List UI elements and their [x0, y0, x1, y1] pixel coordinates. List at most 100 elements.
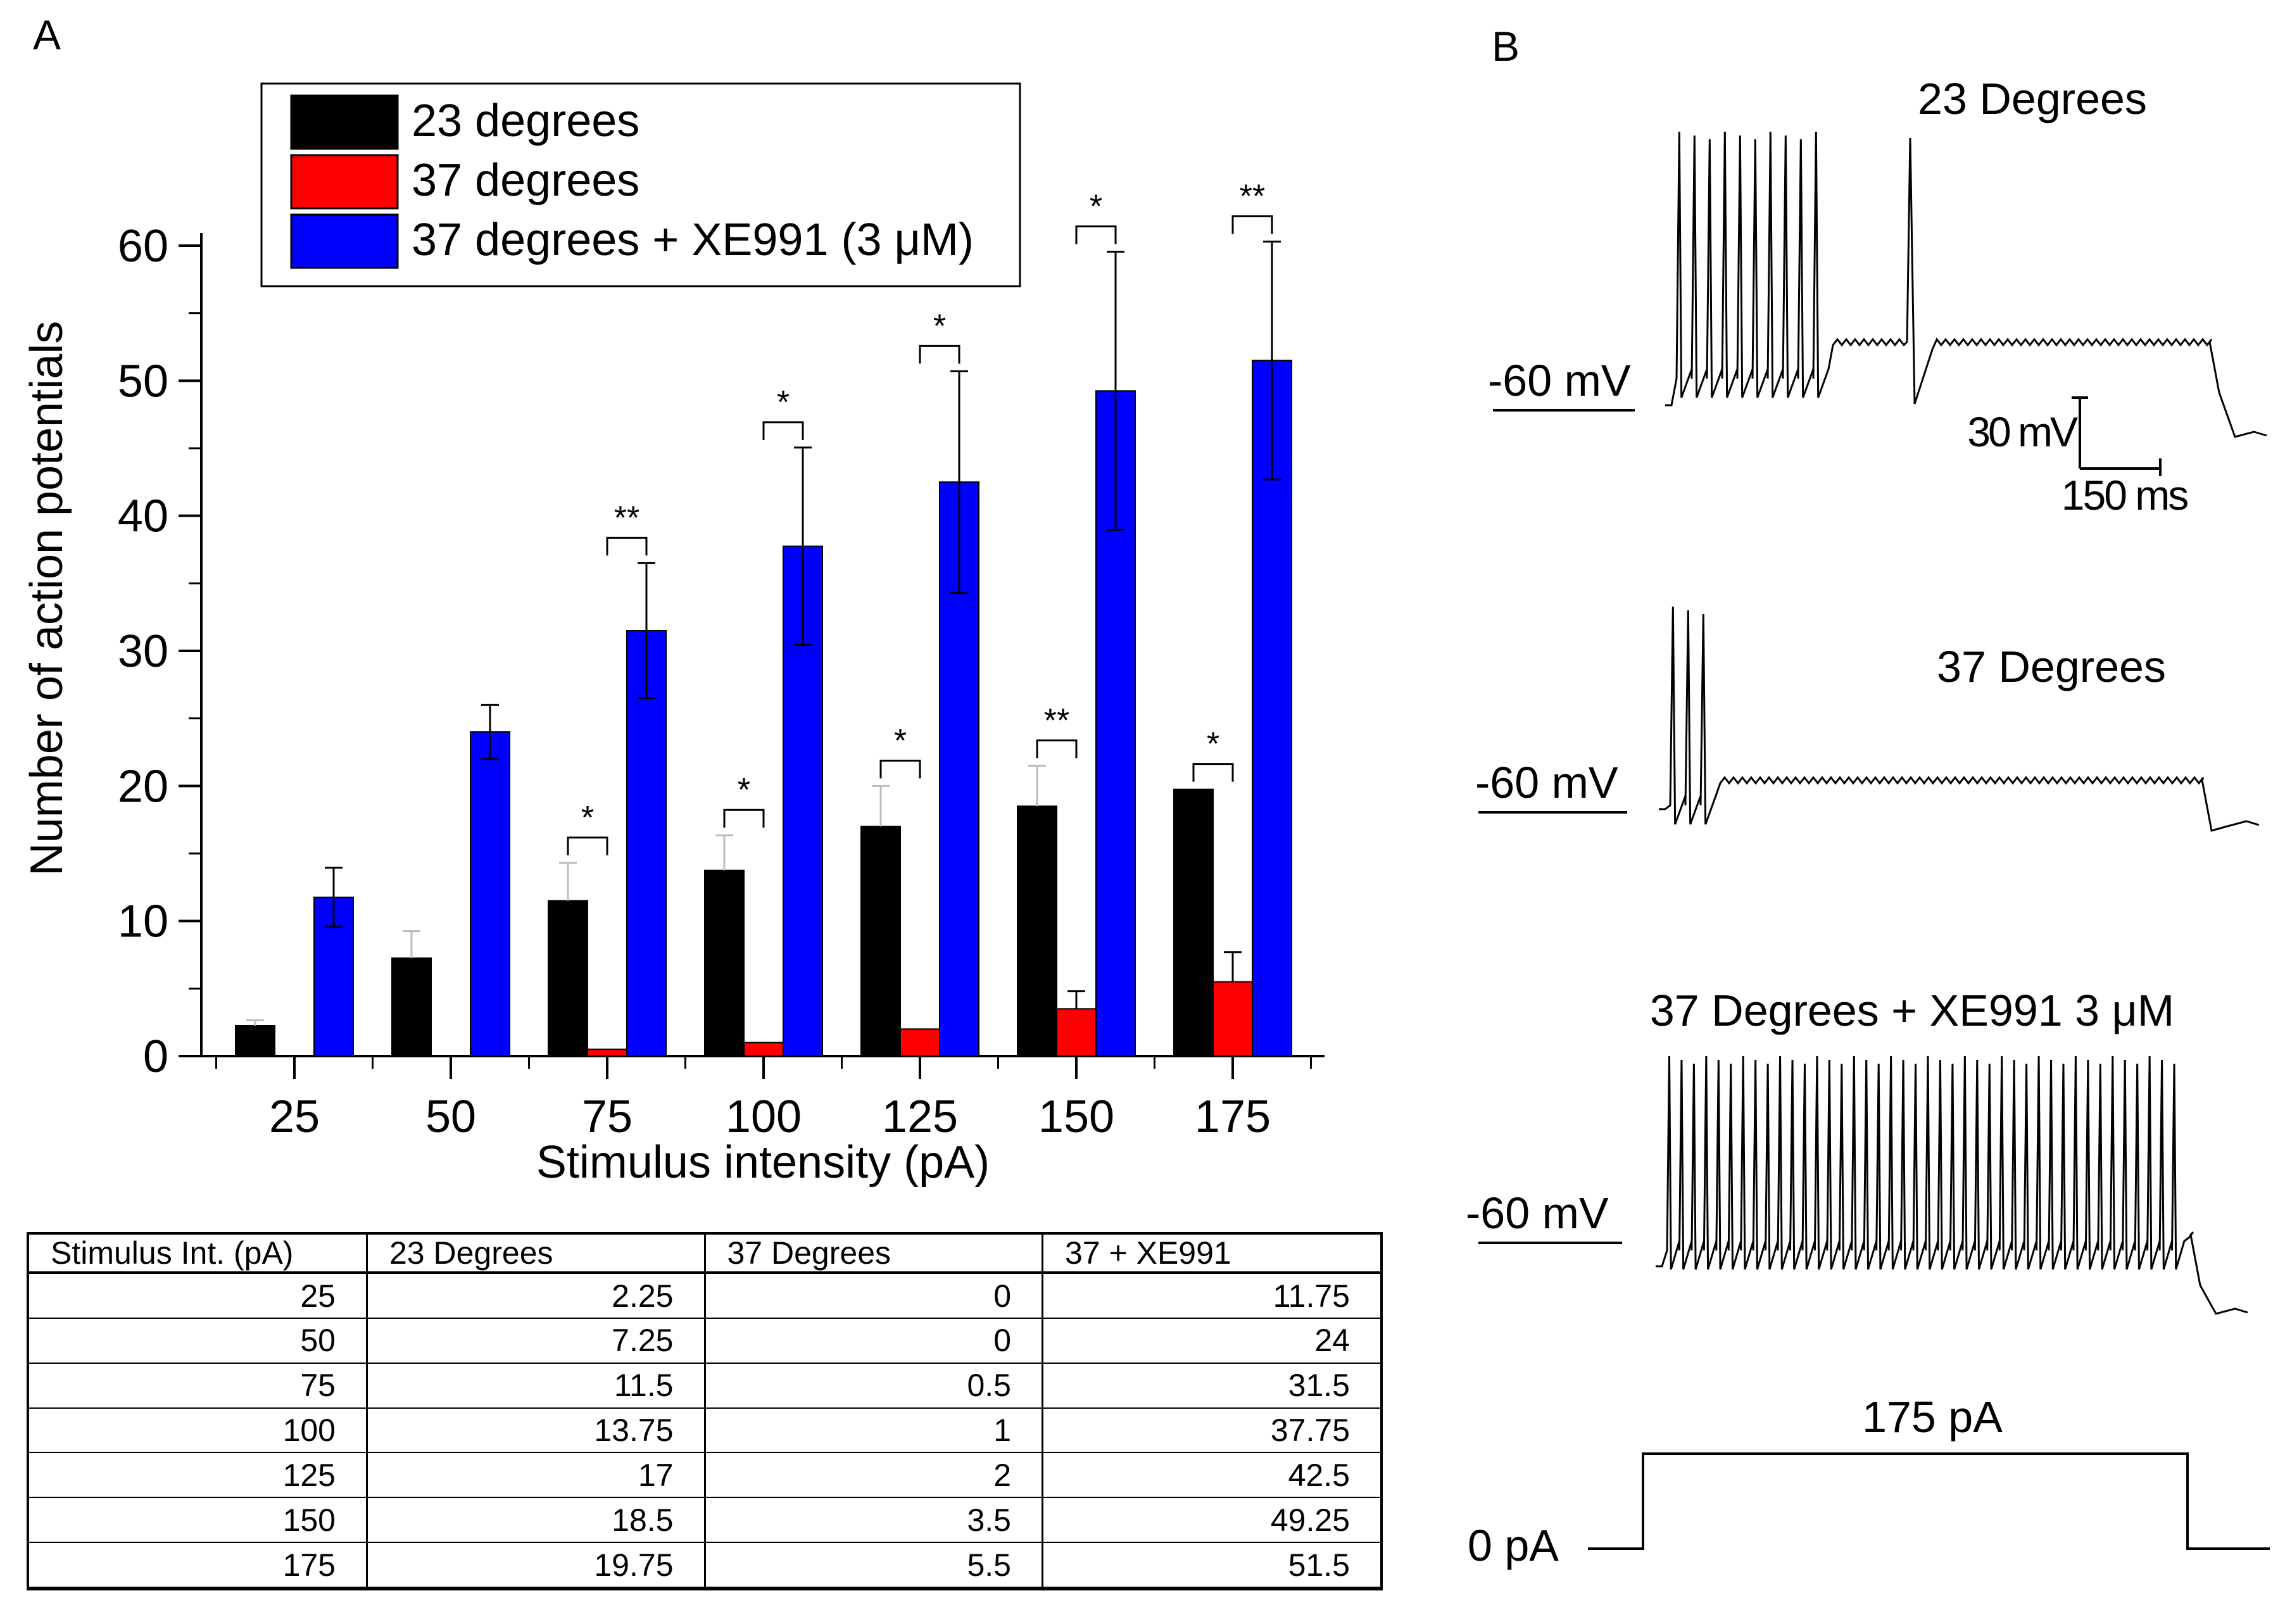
table-row: 50 7.25 0 24 — [29, 1318, 1380, 1364]
table-cell: 11.5 — [366, 1363, 705, 1409]
legend-entry-23: 23 degrees — [412, 96, 639, 146]
significance-label: * — [581, 800, 594, 836]
x-axis-label: Stimulus intensity (pA) — [536, 1137, 990, 1188]
table-cell: 150 — [29, 1497, 367, 1544]
bar — [235, 1025, 275, 1057]
bar — [626, 630, 667, 1057]
table-cell: 2.25 — [366, 1273, 705, 1319]
table-cell: 11.75 — [1042, 1273, 1380, 1319]
data-table: Stimulus Int. (pA) 23 Degrees 37 Degrees 37… — [27, 1232, 1383, 1590]
significance-bracket — [567, 836, 608, 855]
legend-entry-37: 37 degrees — [412, 155, 639, 206]
scale-bar-voltage-label: 30 mV — [1967, 408, 2078, 455]
y-tick-label: 30 — [118, 626, 168, 677]
significance-label: * — [1207, 726, 1219, 763]
significance-bracket — [1036, 739, 1078, 758]
significance-label: * — [738, 772, 750, 809]
significance-label: * — [1090, 189, 1102, 225]
voltage-traces: 23 Degrees -60 mV 30 mV 150 ms 37 Degree… — [1466, 74, 2270, 1570]
significance-bracket — [1192, 763, 1234, 782]
bar — [900, 1028, 940, 1057]
table-cell: 75 — [29, 1363, 367, 1409]
significance-label: ** — [614, 500, 639, 536]
legend-entry-xe: 37 degrees + XE991 (3 μM) — [412, 215, 974, 265]
significance-bracket — [919, 344, 960, 364]
trace-37-degrees-xe991 — [1656, 1055, 2248, 1315]
table-cell: 0 — [703, 1318, 1043, 1364]
table-cell: 25 — [29, 1273, 367, 1319]
table-cell: 18.5 — [366, 1497, 705, 1544]
bar-chart-axes: 0 10 20 30 40 50 60 25 50 75 100 125 150 175 — [118, 221, 1325, 1142]
bar — [548, 900, 588, 1057]
scale-bar-time-label: 150 ms — [2062, 472, 2187, 519]
table-cell: 42.5 — [1042, 1452, 1380, 1499]
bar — [587, 1048, 627, 1057]
panel-label-a: A — [33, 11, 61, 58]
table-cell: 13.75 — [366, 1407, 705, 1454]
table-cell: 0.5 — [703, 1363, 1043, 1409]
table-cell: 37.75 — [1042, 1407, 1380, 1454]
significance-bracket — [1231, 215, 1273, 234]
table-body: 25 2.25 0 11.75 50 7.25 0 24 75 11.5 0.5 31.5 100 13.… — [29, 1273, 1380, 1588]
x-tick-label: 25 — [269, 1092, 320, 1142]
y-tick-label: 50 — [118, 356, 168, 406]
table-cell: 7.25 — [366, 1318, 705, 1364]
bar — [704, 869, 745, 1057]
significance-label: ** — [1044, 702, 1069, 739]
table-header-row: Stimulus Int. (pA) 23 Degrees 37 Degrees 37… — [29, 1235, 1380, 1274]
table-cell: 3.5 — [703, 1497, 1043, 1544]
table-cell: 24 — [1042, 1318, 1380, 1364]
bar — [1056, 1008, 1097, 1057]
significance-label: * — [933, 308, 946, 344]
trace-baseline-label-23: -60 mV — [1488, 356, 1631, 405]
bar — [1173, 788, 1214, 1057]
significance-brackets: ************* — [567, 179, 1273, 855]
table-row: 75 11.5 0.5 31.5 — [29, 1363, 1380, 1409]
scale-bar: 30 mV 150 ms — [1967, 396, 2189, 519]
stimulus-baseline-label: 0 pA — [1468, 1521, 1559, 1570]
trace-title-23: 23 Degrees — [1918, 74, 2147, 123]
trace-baseline-label-xe: -60 mV — [1466, 1188, 1609, 1238]
table-cell: 2 — [703, 1452, 1043, 1499]
stimulus-amplitude-label: 175 pA — [1862, 1392, 2003, 1442]
table-row: 125 17 2 42.5 — [29, 1452, 1380, 1499]
panel-label-b: B — [1492, 23, 1520, 70]
table-cell: 31.5 — [1042, 1363, 1380, 1409]
significance-bracket — [1075, 225, 1117, 244]
table-header-cell: Stimulus Int. (pA) — [29, 1235, 367, 1274]
table-header-cell: 37 Degrees — [703, 1235, 1043, 1274]
y-tick-label: 40 — [118, 491, 168, 542]
x-tick-label: 50 — [425, 1092, 476, 1142]
bar — [1017, 805, 1057, 1057]
bar-chart-bars — [235, 241, 1292, 1057]
y-axis-label: Number of action potentials — [22, 321, 72, 876]
table-cell: 50 — [29, 1318, 367, 1364]
trace-23-degrees — [1665, 131, 2267, 438]
x-tick-label: 175 — [1195, 1092, 1271, 1142]
x-tick-label: 150 — [1038, 1092, 1114, 1142]
significance-bracket — [879, 759, 921, 779]
significance-label: * — [777, 384, 790, 421]
bar — [391, 957, 432, 1057]
table-header-cell: 23 Degrees — [366, 1235, 705, 1274]
significance-bracket — [723, 809, 765, 828]
legend-swatch-xe — [290, 213, 399, 269]
table-row: 175 19.75 5.5 51.5 — [29, 1542, 1380, 1588]
trace-title-xe: 37 Degrees + XE991 3 μM — [1650, 986, 2174, 1035]
trace-37-degrees — [1659, 606, 2260, 832]
table-cell: 5.5 — [703, 1542, 1043, 1588]
data-table-grid: Stimulus Int. (pA) 23 Degrees 37 Degrees 37… — [29, 1235, 1380, 1588]
table-header-cell: 37 + XE991 — [1042, 1235, 1380, 1274]
significance-bracket — [762, 421, 804, 440]
bar — [1212, 981, 1253, 1057]
x-tick-label: 100 — [726, 1092, 802, 1142]
table-row: 25 2.25 0 11.75 — [29, 1273, 1380, 1319]
significance-label: ** — [1240, 179, 1265, 215]
x-tick-label: 75 — [582, 1092, 633, 1142]
table-cell: 1 — [703, 1407, 1043, 1454]
y-tick-label: 10 — [118, 897, 168, 947]
table-cell: 175 — [29, 1542, 367, 1588]
table-row: 150 18.5 3.5 49.25 — [29, 1497, 1380, 1544]
bar — [470, 731, 510, 1057]
